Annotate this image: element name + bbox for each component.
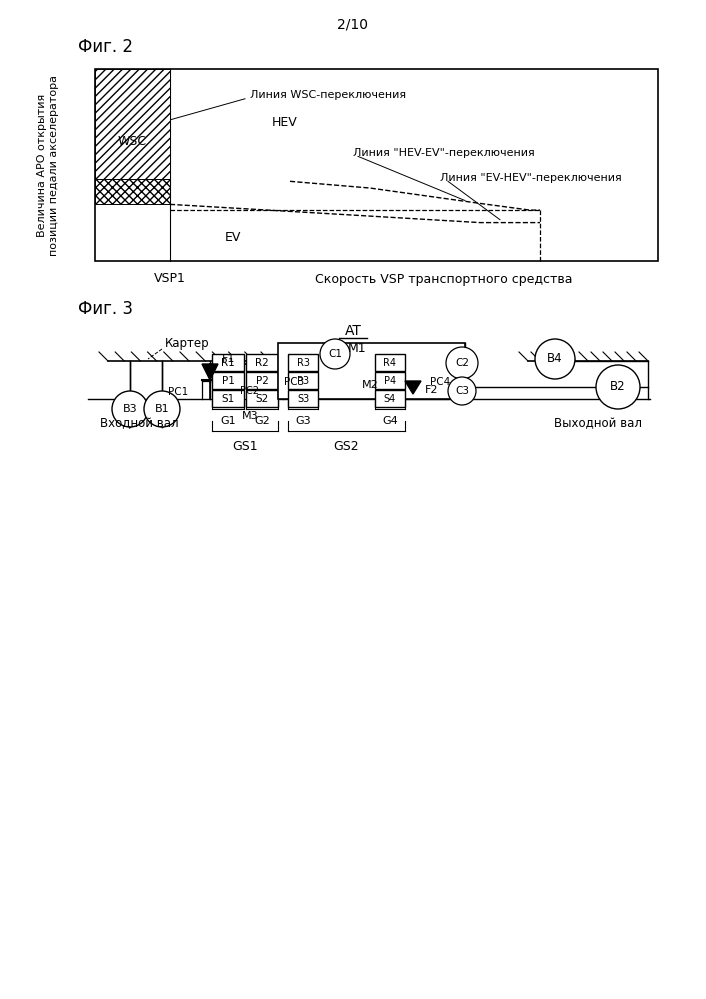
Text: S4: S4 [384, 394, 396, 404]
Bar [288, 354, 318, 371]
Bar [375, 372, 405, 389]
Bar [95, 69, 170, 180]
Polygon shape [405, 381, 421, 394]
Text: S2: S2 [256, 394, 268, 404]
Text: C2: C2 [455, 358, 469, 368]
Text: G1: G1 [220, 416, 236, 426]
Text: Фиг. 3: Фиг. 3 [78, 300, 133, 318]
Bar [212, 390, 244, 407]
Bar [288, 390, 318, 407]
Text: P1: P1 [222, 376, 234, 386]
Text: M3: M3 [242, 411, 258, 421]
Bar [246, 354, 278, 371]
Text: Линия "HEV-EV"-переключения: Линия "HEV-EV"-переключения [353, 149, 534, 159]
Circle shape [596, 365, 640, 409]
Text: G2: G2 [254, 416, 270, 426]
Bar [246, 390, 278, 407]
Text: P3: P3 [297, 376, 309, 386]
Bar [278, 343, 465, 399]
Text: B1: B1 [155, 404, 169, 414]
Circle shape [144, 391, 180, 427]
Text: HEV: HEV [272, 116, 298, 129]
Bar [95, 69, 658, 261]
Text: WSC: WSC [117, 136, 147, 149]
Text: R1: R1 [221, 358, 235, 368]
Text: 2/10: 2/10 [337, 17, 369, 31]
Text: GS2: GS2 [334, 440, 359, 453]
Text: R4: R4 [383, 358, 397, 368]
Text: PC2: PC2 [240, 386, 259, 396]
Bar [212, 354, 244, 371]
Text: Выходной вал: Выходной вал [554, 418, 642, 431]
Text: Фиг. 2: Фиг. 2 [78, 38, 133, 56]
Text: G3: G3 [295, 416, 311, 426]
Text: B3: B3 [123, 404, 137, 414]
Text: Скорость VSP транспортного средства: Скорость VSP транспортного средства [316, 273, 573, 286]
Text: PC3: PC3 [284, 377, 304, 387]
Text: M1: M1 [348, 342, 366, 355]
Text: G4: G4 [382, 416, 398, 426]
Circle shape [535, 339, 575, 379]
Text: Входной вал: Входной вал [100, 418, 179, 431]
Text: EV: EV [225, 232, 241, 245]
Text: Линия WSC-переключения: Линия WSC-переключения [250, 90, 406, 100]
Text: Величина АРО открытия
позиции педали акселератора: Величина АРО открытия позиции педали акс… [37, 75, 59, 256]
Circle shape [446, 347, 478, 379]
Text: P2: P2 [256, 376, 268, 386]
Text: PC4: PC4 [430, 377, 450, 387]
Text: B4: B4 [547, 353, 563, 366]
Circle shape [112, 391, 148, 427]
Bar [246, 372, 278, 389]
Text: VSP1: VSP1 [154, 273, 186, 286]
Text: B2: B2 [610, 381, 626, 394]
Bar [375, 354, 405, 371]
Polygon shape [202, 364, 218, 380]
Text: AT: AT [345, 324, 361, 338]
Text: S1: S1 [222, 394, 234, 404]
Circle shape [448, 377, 476, 405]
Bar [375, 390, 405, 407]
Text: R3: R3 [297, 358, 309, 368]
Circle shape [320, 339, 350, 369]
Text: Линия "EV-HEV"-переключения: Линия "EV-HEV"-переключения [440, 174, 622, 184]
Text: R2: R2 [255, 358, 269, 368]
Text: F2: F2 [425, 385, 438, 395]
Bar [212, 372, 244, 389]
Text: GS1: GS1 [232, 440, 258, 453]
Text: M2: M2 [362, 380, 378, 390]
Bar [95, 180, 170, 205]
Text: Картер: Картер [165, 338, 210, 351]
Text: F1: F1 [222, 354, 235, 364]
Text: P4: P4 [384, 376, 396, 386]
Text: C3: C3 [455, 386, 469, 396]
Bar [288, 372, 318, 389]
Text: C1: C1 [328, 349, 342, 359]
Text: S3: S3 [297, 394, 309, 404]
Text: PC1: PC1 [168, 387, 189, 397]
